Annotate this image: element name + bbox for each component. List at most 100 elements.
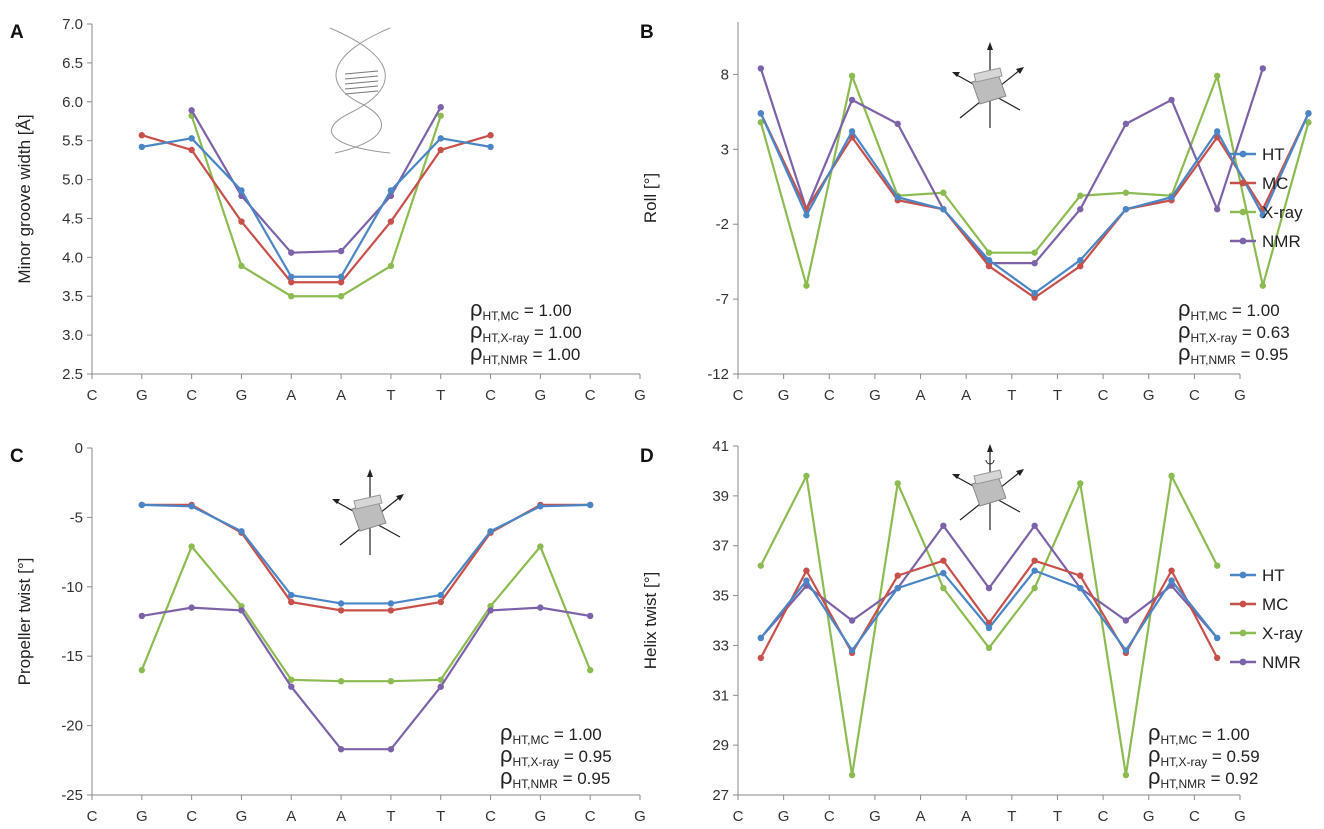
x-tick-label: G [236, 808, 248, 824]
data-point [437, 598, 444, 606]
series-ht [138, 501, 594, 607]
x-tick-label: G [778, 387, 790, 404]
y-tick-label: 2.5 [62, 366, 83, 383]
helix-twist-axes-icon [952, 444, 1024, 530]
data-point [757, 110, 765, 117]
series-line [141, 137, 491, 278]
data-point [803, 472, 810, 480]
y-tick-label: 29 [712, 737, 729, 754]
base-block [973, 469, 1003, 485]
data-point [188, 146, 195, 154]
data-point [1031, 289, 1038, 297]
base-pair-line [344, 70, 379, 75]
x-tick-label: C [1098, 808, 1109, 824]
series-mc [138, 132, 494, 286]
data-point [1077, 192, 1084, 199]
series-line [759, 68, 1264, 265]
y-tick-label: 41 [712, 438, 729, 455]
data-point [848, 96, 856, 104]
x-tick-label: C [1189, 387, 1200, 404]
x-tick-label: G [236, 387, 248, 404]
data-point [1213, 206, 1221, 213]
correlation-stat: ρHT,X-ray = 0.95 [500, 742, 612, 769]
data-point [985, 624, 993, 632]
data-point [288, 279, 295, 286]
y-tick-label: 0 [75, 440, 83, 457]
series-xray [138, 543, 594, 685]
data-point [894, 194, 901, 201]
data-point [1077, 262, 1084, 270]
arrow-head [367, 469, 373, 477]
x-tick-label: A [286, 387, 296, 404]
data-point [1122, 647, 1130, 654]
legend-swatch-dot [1239, 150, 1247, 158]
correlation-stat: ρHT,MC = 1.00 [500, 720, 602, 747]
panel-a: A 2.5 3.0 3.5 4.0 4.5 5.0 5.5 6.0 6.5 7.0 C G C G A A T T C… [10, 16, 646, 404]
data-point [337, 247, 345, 255]
data-point [757, 65, 765, 72]
data-point [487, 132, 494, 139]
x-tick-label: C [1189, 808, 1200, 824]
y-tick-label: -10 [61, 579, 83, 596]
panel-d: D 27 29 31 33 35 37 39 41 C G C G A A T T C G C G Helix twist… [640, 438, 1303, 825]
base-block [973, 67, 1003, 83]
data-point [238, 607, 245, 614]
legend-swatch-dot [1239, 658, 1247, 666]
data-point [537, 503, 544, 510]
arrow-head [396, 494, 404, 501]
x-tick-label: T [1007, 387, 1016, 404]
data-point [437, 104, 444, 111]
series-ht [757, 110, 1312, 297]
legend: HT MC X-ray NMR [1230, 145, 1303, 251]
x-tick-label: G [535, 387, 547, 404]
data-point [138, 612, 146, 620]
data-point [894, 572, 901, 579]
data-point [138, 132, 146, 139]
correlation-stat: ρHT,X-ray = 0.59 [1148, 742, 1260, 769]
data-point [1122, 771, 1130, 779]
data-point [188, 604, 195, 611]
series-line [140, 544, 592, 683]
x-tick-label: T [436, 387, 445, 404]
y-tick-label: 3 [721, 141, 729, 158]
x-tick-label: A [916, 387, 926, 404]
y-tick-label: 7.0 [62, 16, 83, 33]
data-point [1213, 562, 1221, 569]
data-point [288, 249, 295, 256]
legend: HT MC X-ray NMR [1230, 566, 1303, 672]
data-point [288, 591, 295, 599]
data-point [1213, 128, 1221, 135]
data-point [985, 262, 993, 270]
correlation-stat: ρHT,MC = 1.00 [470, 296, 572, 323]
series-mc [757, 110, 1312, 301]
arrow-head [952, 474, 960, 479]
legend-label: MC [1262, 174, 1288, 193]
x-tick-label: A [916, 808, 926, 824]
y-axis-label: Roll [°] [641, 173, 660, 223]
data-point [238, 262, 245, 270]
data-point [940, 584, 947, 592]
x-tick-label: C [733, 387, 744, 404]
y-tick-label: 4.0 [62, 249, 83, 266]
data-point [188, 107, 195, 114]
series-line [141, 503, 591, 605]
data-point [1259, 65, 1267, 72]
x-tick-label: T [1007, 808, 1016, 824]
y-tick-label: 6.5 [62, 55, 83, 72]
x-tick-label: C [1098, 387, 1109, 404]
data-point [1305, 110, 1312, 117]
data-point [238, 187, 245, 194]
data-point [757, 654, 765, 662]
helix-strand-1 [329, 27, 391, 154]
x-tick-label: T [436, 808, 445, 824]
data-point [1168, 96, 1175, 104]
y-axis-label: Minor groove width [Å] [15, 114, 34, 283]
x-tick-label: G [1234, 808, 1246, 824]
data-point [487, 607, 494, 614]
x-tick-label: C [485, 808, 496, 824]
data-point [586, 666, 594, 674]
data-point [238, 218, 245, 225]
base-block [353, 494, 383, 510]
